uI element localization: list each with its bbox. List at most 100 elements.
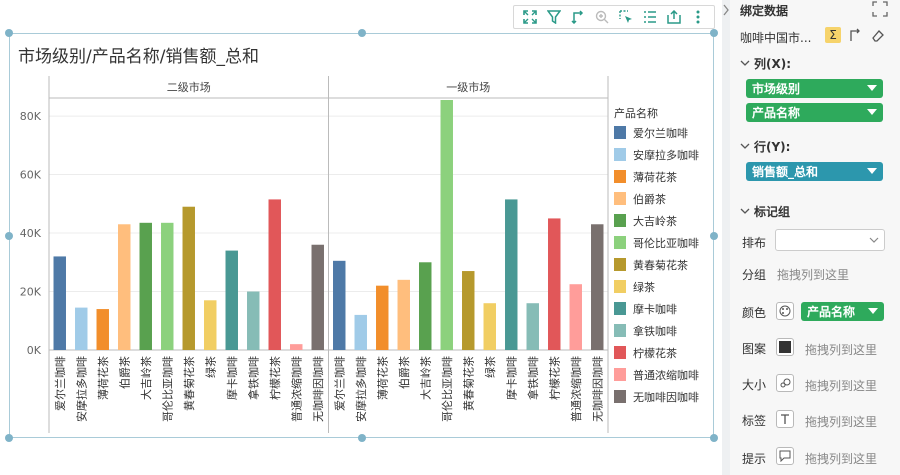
- color-label: 颜色: [742, 306, 767, 320]
- resize-handle-tr[interactable]: [710, 29, 718, 37]
- bar: [204, 300, 217, 350]
- legend-item-label: 绿茶: [633, 280, 655, 294]
- facet-label: 一级市场: [446, 80, 490, 94]
- legend-swatch: [614, 214, 626, 227]
- bar: [440, 100, 453, 350]
- legend-swatch: [614, 148, 626, 161]
- x-tick-label: 拿铁咖啡: [246, 356, 260, 400]
- resize-handle-bl[interactable]: [5, 434, 13, 442]
- size-icon[interactable]: [776, 374, 794, 392]
- expand-icon[interactable]: [871, 0, 889, 18]
- columns-label: 列(X):: [754, 57, 792, 71]
- layout-select[interactable]: [775, 229, 885, 251]
- y-tick-label: 80K: [20, 110, 42, 123]
- pattern-icon[interactable]: [776, 338, 794, 356]
- x-tick-label: 摩卡咖啡: [225, 356, 239, 400]
- column-pill-label: 市场级别: [752, 82, 801, 96]
- x-tick-label: 黄春菊花茶: [182, 356, 196, 411]
- column-pill-market[interactable]: 市场级别: [746, 79, 883, 98]
- dataset-name[interactable]: 咖啡中国市...: [740, 31, 812, 45]
- legend-item-label: 无咖啡因咖啡: [633, 390, 699, 404]
- x-tick-label: 大吉岭茶: [418, 356, 432, 400]
- x-tick-label: 哥伦比亚咖啡: [440, 356, 454, 422]
- row-pill-sales[interactable]: 销售额_总和: [746, 162, 883, 181]
- group-drop-zone[interactable]: 拖拽列到这里: [777, 268, 850, 282]
- bar: [419, 262, 432, 350]
- bar: [290, 344, 303, 350]
- sum-icon[interactable]: Σ: [825, 27, 841, 43]
- bar: [333, 260, 346, 350]
- legend-item-label: 薄荷花茶: [633, 170, 677, 184]
- panel-divider[interactable]: [722, 0, 730, 475]
- facet-label: 二级市场: [167, 80, 211, 94]
- x-tick-label: 绿茶: [483, 356, 497, 378]
- resize-handle-tl[interactable]: [5, 29, 13, 37]
- legend-swatch: [614, 192, 626, 205]
- legend-item-label: 大吉岭茶: [633, 214, 677, 228]
- x-tick-label: 安摩拉多咖啡: [74, 356, 88, 422]
- resize-handle-b[interactable]: [358, 434, 366, 442]
- layout-label: 排布: [742, 236, 767, 250]
- palette-icon[interactable]: [776, 302, 794, 320]
- x-tick-label: 哥伦比亚咖啡: [160, 356, 174, 422]
- x-tick-label: 无咖啡因咖啡: [590, 356, 604, 422]
- pattern-drop-zone[interactable]: 拖拽列到这里: [805, 343, 878, 357]
- filter-icon[interactable]: [546, 9, 562, 25]
- size-label: 大小: [742, 378, 767, 392]
- text-label-icon[interactable]: [776, 410, 794, 428]
- select-icon[interactable]: [618, 9, 634, 25]
- chevron-down-icon[interactable]: [740, 58, 750, 68]
- label-drop-zone[interactable]: 拖拽列到这里: [805, 415, 878, 429]
- tooltip-icon[interactable]: [776, 447, 794, 465]
- resize-handle-br[interactable]: [710, 434, 718, 442]
- size-drop-zone[interactable]: 拖拽列到这里: [805, 379, 878, 393]
- y-tick-label: 40K: [20, 227, 42, 240]
- legend-title: 产品名称: [614, 106, 658, 120]
- marks-label: 标记组: [754, 205, 791, 219]
- swap-axes-icon[interactable]: [570, 9, 586, 25]
- legend-item-label: 普通浓缩咖啡: [633, 368, 699, 382]
- legend-swatch: [614, 280, 626, 293]
- collapse-arrow-icon[interactable]: [722, 3, 730, 17]
- chevron-down-icon: [869, 237, 879, 243]
- resize-handle-l[interactable]: [5, 232, 13, 240]
- list-icon[interactable]: [642, 9, 658, 25]
- legend-item-label: 安摩拉多咖啡: [633, 148, 699, 162]
- zoom-icon[interactable]: [594, 9, 610, 25]
- resize-handle-r[interactable]: [710, 232, 718, 240]
- bar: [591, 224, 604, 350]
- bar: [96, 309, 109, 350]
- y-tick-label: 60K: [20, 169, 42, 182]
- caret-icon: [867, 109, 877, 115]
- bar: [462, 271, 475, 350]
- chevron-down-icon[interactable]: [740, 206, 750, 216]
- bar: [505, 199, 518, 350]
- bar: [225, 250, 238, 350]
- legend-item-label: 柠檬花茶: [633, 346, 677, 360]
- x-tick-label: 普通浓缩咖啡: [289, 356, 303, 422]
- x-tick-label: 伯爵茶: [117, 356, 131, 389]
- bar: [483, 303, 496, 350]
- bar: [161, 222, 174, 350]
- rows-label: 行(Y):: [754, 140, 791, 154]
- color-pill-product[interactable]: 产品名称: [801, 302, 884, 321]
- chevron-down-icon[interactable]: [740, 141, 750, 151]
- bar: [548, 218, 561, 350]
- more-icon[interactable]: [690, 9, 706, 25]
- x-tick-label: 薄荷花茶: [375, 356, 389, 400]
- swap-icon[interactable]: [848, 28, 862, 42]
- resize-handle-t[interactable]: [358, 29, 366, 37]
- x-tick-label: 爱尔兰咖啡: [53, 356, 67, 411]
- legend-item-label: 拿铁咖啡: [633, 324, 677, 338]
- tooltip-drop-zone[interactable]: 拖拽列到这里: [805, 452, 878, 466]
- x-tick-label: 普通浓缩咖啡: [569, 356, 583, 422]
- legend-item-label: 伯爵茶: [633, 192, 666, 206]
- bar: [376, 285, 389, 350]
- legend-swatch: [614, 390, 626, 403]
- column-pill-product[interactable]: 产品名称: [746, 103, 883, 122]
- fullscreen-icon[interactable]: [522, 9, 538, 25]
- export-icon[interactable]: [666, 9, 682, 25]
- legend-swatch: [614, 368, 626, 381]
- eraser-icon[interactable]: [871, 28, 885, 42]
